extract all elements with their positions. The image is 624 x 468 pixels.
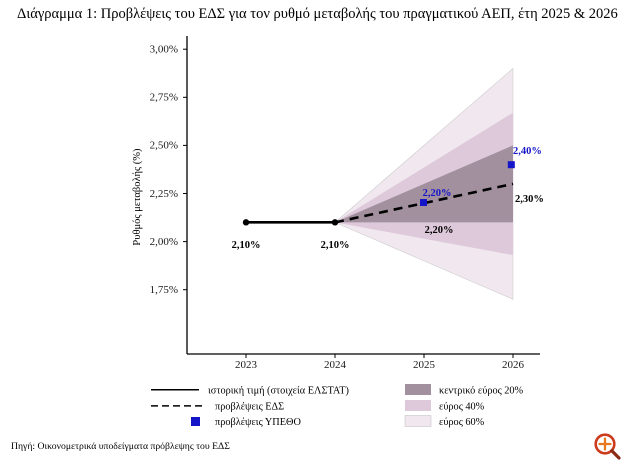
svg-text:2025: 2025: [413, 359, 436, 371]
svg-text:2,30%: 2,30%: [515, 194, 544, 205]
svg-text:2023: 2023: [235, 359, 258, 371]
svg-text:2,10%: 2,10%: [232, 240, 261, 251]
svg-text:2,50%: 2,50%: [150, 140, 178, 152]
svg-text:1,75%: 1,75%: [150, 284, 178, 296]
svg-text:Πηγή: Οικονομετρικά υποδείγματ: Πηγή: Οικονομετρικά υποδείγματα πρόβλεψη…: [11, 441, 230, 452]
svg-text:εύρος 60%: εύρος 60%: [439, 417, 485, 428]
svg-text:2,20%: 2,20%: [425, 225, 454, 236]
svg-text:2,25%: 2,25%: [150, 188, 178, 200]
svg-text:προβλέψεις ΥΠΕΘΟ: προβλέψεις ΥΠΕΘΟ: [215, 417, 301, 428]
svg-text:2,00%: 2,00%: [150, 236, 178, 248]
svg-text:2,40%: 2,40%: [513, 146, 542, 157]
svg-text:3,00%: 3,00%: [150, 44, 178, 56]
svg-text:2,20%: 2,20%: [423, 188, 452, 199]
svg-text:εύρος 40%: εύρος 40%: [439, 402, 485, 413]
svg-text:κεντρικό εύρος 20%: κεντρικό εύρος 20%: [439, 386, 524, 397]
svg-text:2,75%: 2,75%: [150, 92, 178, 104]
svg-text:ιστορική τιμή (στοιχεία ΕΛΣΤΑΤ: ιστορική τιμή (στοιχεία ΕΛΣΤΑΤ): [208, 386, 349, 397]
svg-text:προβλέψεις ΕΔΣ: προβλέψεις ΕΔΣ: [215, 402, 284, 413]
svg-text:2026: 2026: [502, 359, 525, 371]
svg-text:2,10%: 2,10%: [321, 240, 350, 251]
svg-text:2024: 2024: [324, 359, 347, 371]
svg-text:Ρυθμός μεταβολής (%): Ρυθμός μεταβολής (%): [132, 148, 143, 246]
